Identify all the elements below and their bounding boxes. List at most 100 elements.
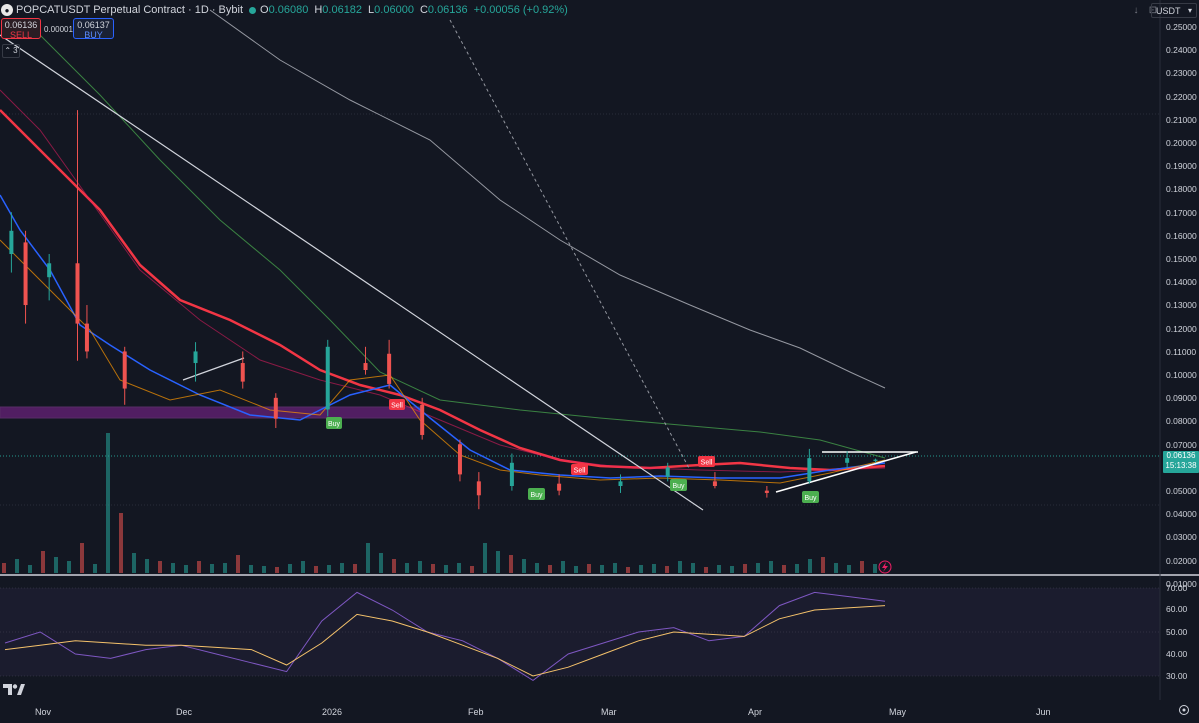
price-axis-label: 0.17000 — [1166, 207, 1197, 218]
dashed-trendline — [449, 19, 691, 471]
time-axis-label: Mar — [601, 707, 617, 717]
volume-bar — [652, 564, 656, 573]
volume-bar — [431, 564, 435, 573]
time-axis-label: Feb — [468, 707, 484, 717]
sell-signal-text: Sell — [391, 403, 403, 410]
volume-bar — [275, 567, 279, 573]
candle-body — [387, 353, 392, 384]
volume-bar — [704, 567, 708, 573]
candle-body — [240, 363, 245, 382]
sell-signal-text: Sell — [701, 460, 713, 467]
volume-bar — [28, 565, 32, 573]
volume-bar — [795, 564, 799, 573]
buy-button[interactable]: 0.06137 BUY — [73, 18, 114, 40]
candle-body — [363, 363, 368, 370]
volume-bar — [184, 565, 188, 573]
volume-bar — [145, 559, 149, 573]
volume-bar — [626, 567, 630, 573]
volume-bars — [2, 433, 877, 573]
volume-bar — [522, 559, 526, 573]
candle-body — [75, 263, 80, 324]
price-axis-label: 0.19000 — [1166, 161, 1197, 172]
volume-bar — [639, 565, 643, 573]
rsi-axis-label: 60.00 — [1166, 604, 1188, 614]
indicators-toggle[interactable]: ⌃ 3 — [2, 44, 20, 58]
price-axis-label: 0.01000 — [1166, 578, 1197, 589]
price-axis-label: 0.24000 — [1166, 45, 1197, 56]
sell-button[interactable]: 0.06136 SELL — [1, 18, 41, 40]
candle-body — [23, 242, 28, 306]
volume-bar — [756, 563, 760, 573]
current-price-tag: 0.06136 15:13:38 — [1163, 451, 1199, 473]
volume-bar — [80, 543, 84, 573]
volume-bar — [15, 559, 19, 573]
sell-signal: Sell — [698, 456, 715, 467]
currency-select[interactable]: USDT ▾ — [1151, 3, 1197, 18]
volume-bar — [483, 543, 487, 573]
sell-signal: Sell — [389, 399, 405, 410]
volume-bar — [691, 563, 695, 573]
volume-bar — [379, 553, 383, 573]
sell-price: 0.06136 — [4, 20, 38, 30]
volume-bar — [249, 565, 253, 573]
volume-bar — [613, 563, 617, 573]
volume-bar — [600, 565, 604, 573]
rsi-axis-label: 40.00 — [1166, 649, 1188, 659]
ohlc-high-key: H — [314, 4, 323, 16]
dec-support-line — [182, 357, 245, 381]
indicators-count: 3 — [13, 46, 18, 55]
candle-body — [807, 458, 812, 482]
arrow-down-icon[interactable]: ↓ — [1133, 4, 1139, 16]
price-axis-label: 0.12000 — [1166, 323, 1197, 334]
price-axis-label: 0.07000 — [1166, 439, 1197, 450]
currency-label: USDT — [1156, 5, 1181, 16]
volume-bar — [535, 563, 539, 573]
tradingview-logo-icon[interactable] — [3, 684, 25, 695]
maximize-icon[interactable]: ⊡ — [1148, 4, 1158, 16]
volume-bar — [574, 566, 578, 573]
time-axis-label: Apr — [748, 707, 763, 717]
ema-red-line — [0, 109, 886, 472]
ema-pink-line — [0, 89, 886, 473]
volume-bar — [327, 565, 331, 573]
ma-green-line — [39, 34, 886, 459]
ohlc-low: 0.06000 — [374, 4, 414, 16]
price-axis-label: 0.20000 — [1166, 138, 1197, 148]
volume-bar — [678, 561, 682, 573]
gear-icon[interactable] — [1178, 704, 1190, 716]
spread-value: 0.00001 — [44, 25, 73, 34]
volume-bar — [561, 561, 565, 573]
candle-body — [873, 459, 878, 461]
volume-bar — [366, 543, 370, 573]
price-axis-label: 0.09000 — [1166, 393, 1197, 404]
long-trendline — [0, 34, 704, 511]
volume-bar — [717, 565, 721, 573]
volume-bar — [353, 564, 357, 573]
symbol-title[interactable]: POPCATUSDT Perpetual Contract · 1D · Byb… — [16, 4, 243, 16]
volume-bar — [314, 566, 318, 573]
volume-bar — [470, 566, 474, 573]
buy-label: BUY — [84, 30, 103, 40]
volume-bar — [106, 433, 110, 573]
price-axis-label: 0.14000 — [1166, 277, 1197, 288]
resistance-zone — [0, 406, 421, 419]
price-axis-label: 0.16000 — [1166, 230, 1197, 241]
candle-body — [618, 481, 623, 486]
candle-body — [476, 481, 481, 496]
time-axis-label: Jun — [1036, 707, 1051, 717]
grid — [0, 113, 1160, 677]
ohlc-low-key: L — [368, 4, 375, 16]
volume-bar — [288, 564, 292, 573]
ohlc-open-key: O — [260, 4, 269, 16]
price-axis-label: 0.22000 — [1166, 91, 1197, 102]
volume-bar — [834, 563, 838, 573]
volume-bar — [132, 553, 136, 573]
volume-bar — [782, 565, 786, 573]
price-axis-label: 0.02000 — [1166, 555, 1197, 566]
time-axis-label: Nov — [35, 707, 52, 717]
price-axis-label: 0.15000 — [1166, 254, 1197, 264]
ohlc-close: 0.06136 — [427, 4, 468, 16]
price-axis-label: 0.11000 — [1166, 346, 1197, 357]
sell-signal: Sell — [571, 464, 588, 475]
